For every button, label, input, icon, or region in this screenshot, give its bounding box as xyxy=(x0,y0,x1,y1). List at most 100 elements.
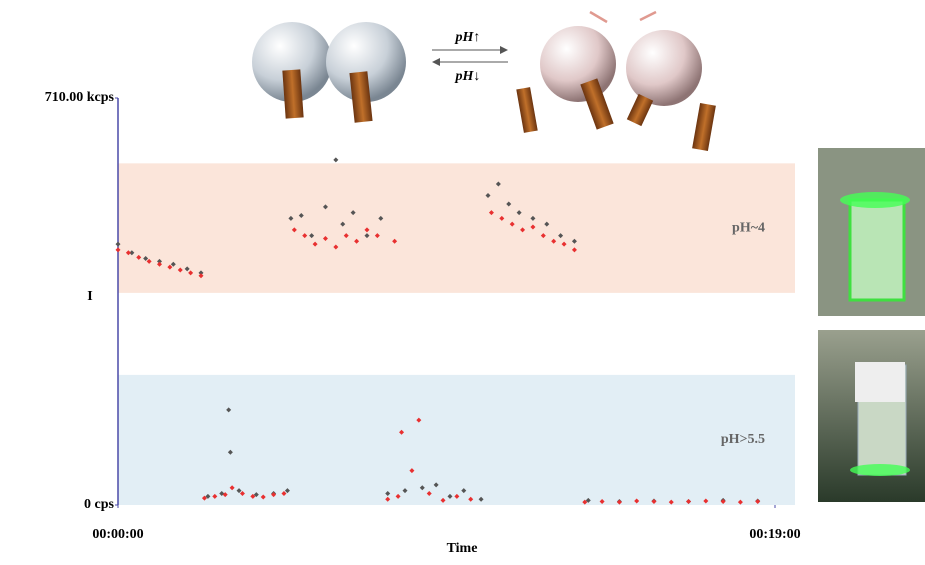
particle-diagram: pH↑ pH↓ xyxy=(252,10,716,152)
data-point xyxy=(755,499,761,505)
data-point xyxy=(495,181,501,187)
data-point xyxy=(284,488,290,494)
y-tick-label: 710.00 kcps xyxy=(45,90,115,105)
x-tick-label: 00:00:00 xyxy=(92,527,143,542)
data-point xyxy=(571,238,577,244)
forward-label: pH↑ xyxy=(455,30,481,45)
data-point xyxy=(409,468,415,474)
y-tick-label: 0 cps xyxy=(84,497,115,512)
data-point xyxy=(188,270,194,276)
data-point xyxy=(402,488,408,494)
data-point xyxy=(530,215,536,221)
data-point xyxy=(558,233,564,239)
data-point xyxy=(374,233,380,239)
data-point xyxy=(253,492,259,498)
data-point xyxy=(530,224,536,230)
data-point xyxy=(385,496,391,502)
data-point xyxy=(582,499,588,505)
band-label: pH>5.5 xyxy=(721,432,765,447)
data-point xyxy=(364,227,370,233)
data-point xyxy=(509,221,515,227)
data-point xyxy=(260,494,266,500)
data-point xyxy=(198,273,204,279)
x-axis-label: Time xyxy=(447,541,478,556)
data-point xyxy=(156,258,162,264)
x-tick-label: 00:19:00 xyxy=(749,527,800,542)
data-point xyxy=(226,407,232,413)
data-point xyxy=(340,221,346,227)
data-point xyxy=(499,215,505,221)
data-point xyxy=(419,485,425,491)
photo xyxy=(818,148,925,502)
data-point xyxy=(516,210,522,216)
data-point xyxy=(222,492,228,498)
data-point xyxy=(201,495,207,501)
data-point xyxy=(312,241,318,247)
data-point xyxy=(281,491,287,497)
data-point xyxy=(167,264,173,270)
data-point xyxy=(668,499,674,505)
data-point xyxy=(378,215,384,221)
data-point xyxy=(333,157,339,163)
data-point xyxy=(488,210,494,216)
data-point xyxy=(506,201,512,207)
data-point xyxy=(454,493,460,499)
data-point xyxy=(227,449,233,455)
data-point xyxy=(354,238,360,244)
data-point xyxy=(478,496,484,502)
data-point xyxy=(599,499,605,505)
data-point xyxy=(485,192,491,198)
data-point xyxy=(156,261,162,267)
data-point xyxy=(184,266,190,272)
data-point xyxy=(461,488,467,494)
data-point xyxy=(115,247,121,253)
data-point xyxy=(212,493,218,499)
data-point xyxy=(616,499,622,505)
data-point xyxy=(236,488,242,494)
data-point xyxy=(433,482,439,488)
data-point xyxy=(561,241,567,247)
data-point xyxy=(468,496,474,502)
data-point xyxy=(288,215,294,221)
data-point xyxy=(395,493,401,499)
data-point xyxy=(634,498,640,504)
data-point xyxy=(302,233,308,239)
data-point xyxy=(205,493,211,499)
data-point xyxy=(177,267,183,273)
data-point xyxy=(309,233,315,239)
data-point xyxy=(115,241,121,247)
data-point xyxy=(703,498,709,504)
data-point xyxy=(364,233,370,239)
data-point xyxy=(136,254,142,260)
data-point xyxy=(571,247,577,253)
data-point xyxy=(129,250,135,256)
data-point xyxy=(250,493,256,499)
data-point xyxy=(271,492,277,498)
data-point xyxy=(125,250,131,256)
data-point xyxy=(322,235,328,241)
ph-band xyxy=(118,163,795,293)
data-point xyxy=(416,417,422,423)
data-point xyxy=(551,238,557,244)
data-point xyxy=(198,270,204,276)
data-point xyxy=(520,227,526,233)
data-point xyxy=(686,499,692,505)
data-point xyxy=(585,497,591,503)
data-point xyxy=(440,497,446,503)
y-axis-label: I xyxy=(87,289,92,304)
data-point xyxy=(426,491,432,497)
data-point xyxy=(385,491,391,497)
data-point xyxy=(720,499,726,505)
data-point xyxy=(544,221,550,227)
data-point xyxy=(540,233,546,239)
backward-label: pH↓ xyxy=(455,69,481,84)
data-point xyxy=(350,210,356,216)
band-label: pH~4 xyxy=(732,220,765,235)
data-point xyxy=(170,261,176,267)
ph-band xyxy=(118,374,795,505)
data-point xyxy=(143,256,149,262)
data-point xyxy=(392,238,398,244)
data-point xyxy=(343,233,349,239)
data-point xyxy=(291,227,297,233)
